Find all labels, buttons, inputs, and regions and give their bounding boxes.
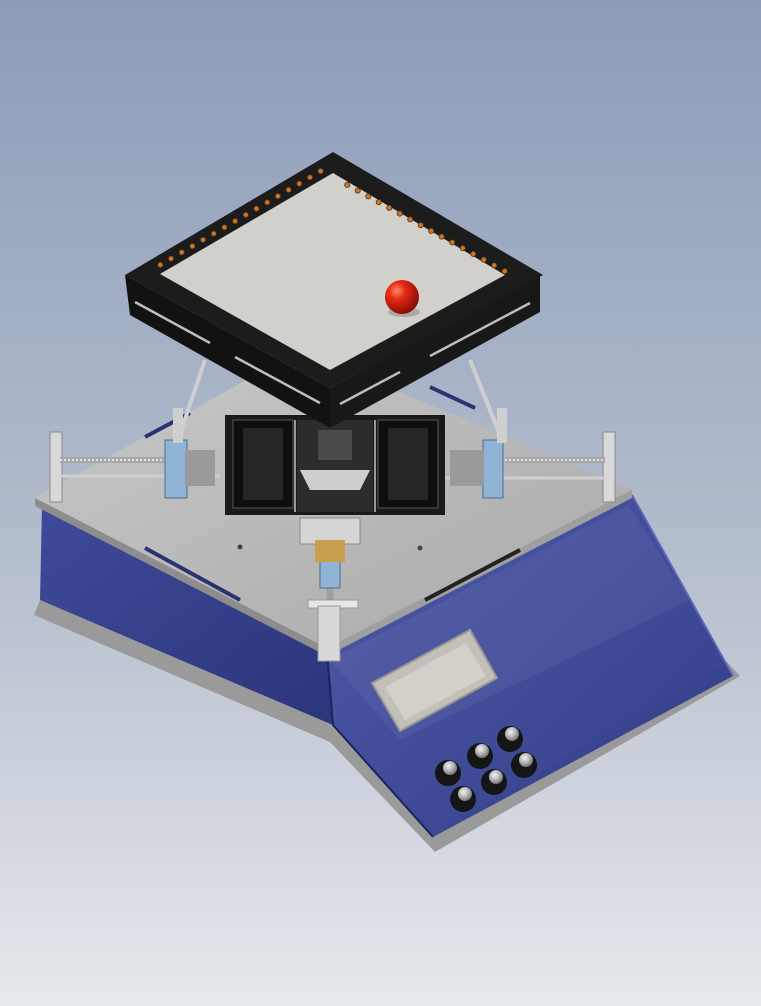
plate-frame-side-right [330,275,540,428]
knob-cap [519,753,533,767]
sensor-led [438,233,445,240]
deck-slot [424,548,521,602]
red-ball [385,280,419,314]
knob-group [435,726,537,812]
sensor-led [344,181,351,188]
lcd-screen-inner [385,643,486,720]
deck-hole [417,545,423,551]
sensor-led [264,199,271,206]
sensor-led [417,222,424,229]
push-rod-right [468,359,504,441]
sensor-led [221,224,228,231]
sensor-led [210,230,217,237]
front-left-panel [40,505,333,725]
sensor-led-row-right [344,181,508,275]
left-actuator [49,408,220,503]
plate-frame-side-left [125,275,330,428]
sensor-led [200,236,207,243]
sensor-led-row-left [157,168,324,268]
ball-plate [125,152,543,428]
deck-slot [429,385,476,410]
top-deck-edge-left [35,498,327,656]
sensor-led [354,187,361,194]
knob-cap [505,727,519,741]
plate-surface [160,173,505,370]
carriage [482,439,504,499]
sensor-led [296,180,303,187]
sensor-led [274,193,281,200]
carriage [164,439,188,499]
sensor-led [470,250,477,257]
sensor-led [501,268,508,275]
knob-cap [443,761,457,775]
sensor-led [396,210,403,217]
sensor-led [306,174,313,181]
sensor-led [285,186,292,193]
deck-hole [237,544,243,550]
push-rod-left [176,359,207,441]
control-panel [370,628,537,812]
knob-cap [489,770,503,784]
sensor-led [232,218,239,225]
sensor-led [428,227,435,234]
sensor-led [178,249,185,256]
sensor-led [459,245,466,252]
sensor-led [189,243,196,250]
sensor-led [480,256,487,263]
sensor-led [407,216,414,223]
knob-cap [475,744,489,758]
sensor-led [491,262,498,269]
panel-edge-right [631,494,734,677]
sensor-led [449,239,456,246]
sensor-led [375,199,382,206]
deck-slot [144,546,241,602]
sensor-led [386,204,393,211]
front-right-slanted-panel [327,495,733,837]
sensor-led [168,255,175,262]
front-actuator [299,517,361,662]
sensor-led [317,168,324,175]
base-bottom-plate [34,600,740,852]
sensor-led [157,261,164,268]
sensor-led [365,193,372,200]
motor-housing [225,415,445,515]
sensor-led [253,205,260,212]
panel-edge [326,651,434,838]
right-actuator [445,408,616,503]
sensor-led [242,211,249,218]
knob-cap [458,787,472,801]
